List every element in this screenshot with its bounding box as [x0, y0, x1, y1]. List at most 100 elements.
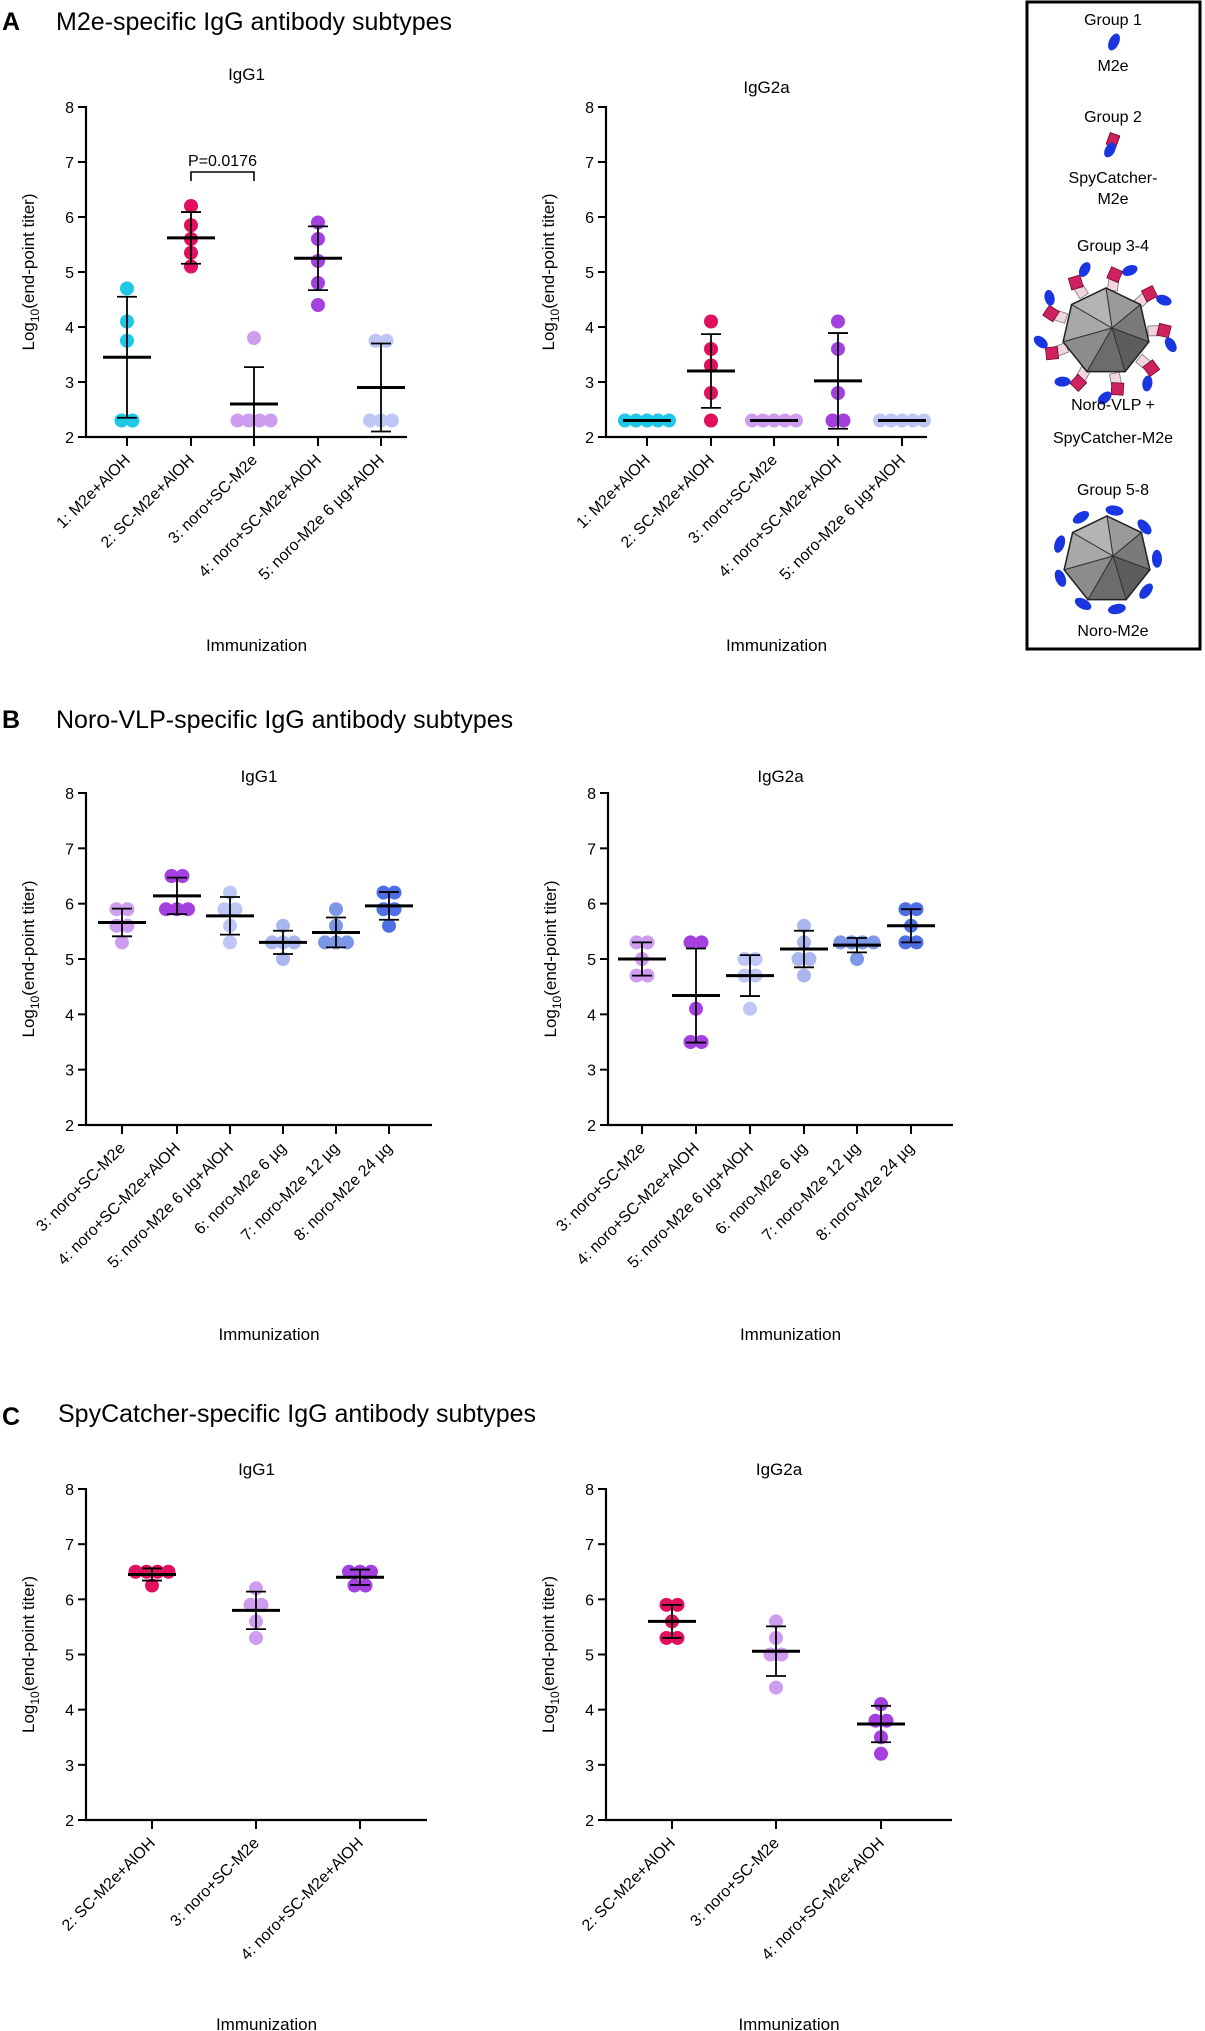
- legend-group2-title: Group 2: [1084, 109, 1142, 126]
- m2e-blob: [1105, 505, 1124, 516]
- series-5: [873, 413, 931, 428]
- y-tick-label: 8: [585, 100, 594, 117]
- noro-vlp-spycatcher-m2e-icon: [1033, 262, 1177, 405]
- panel-a-title: M2e-specific IgG antibody subtypes: [56, 8, 452, 36]
- y-tick-label: 4: [65, 1703, 74, 1720]
- y-axis-label-rest: (end-point titer): [541, 880, 560, 995]
- chart-6: IgG2a 2 3 4 5 6 7 8 Log10(end-point titer) Immuni…: [539, 1460, 952, 2031]
- significance-bracket: P=0.0176: [188, 153, 257, 181]
- legend-group2-caption-line1: SpyCatcher-: [1069, 170, 1158, 187]
- m2e-blob: [1137, 519, 1152, 535]
- series-4: [780, 918, 828, 983]
- data-point: [385, 413, 399, 428]
- data-point: [743, 1001, 757, 1016]
- y-tick-label: 4: [585, 1703, 594, 1720]
- legend-frame: [1025, 0, 1202, 651]
- spycatcher-block: [1067, 274, 1084, 291]
- series-5: [357, 333, 405, 433]
- chart-5: IgG1 2 3 4 5 6 7 8 Log10(end-point titer) Immuniz…: [19, 1460, 427, 2031]
- x-tick-label: 8: noro-M2e 24 µg: [813, 1140, 918, 1245]
- m2e-blob: [1074, 597, 1092, 611]
- data-point: [223, 935, 237, 950]
- y-tick-label: 5: [585, 1648, 594, 1665]
- m2e-blob: [1033, 335, 1048, 349]
- data-point: [797, 968, 811, 983]
- spycatcher-block: [1044, 346, 1060, 361]
- x-tick-label: 6: noro-M2e 6 µg: [712, 1140, 810, 1238]
- data-point: [704, 314, 718, 329]
- panel-c-letter: C: [2, 1403, 20, 1431]
- data-point: [825, 413, 840, 428]
- y-tick-label: 5: [65, 1648, 74, 1665]
- y-axis-label-rest: (end-point titer): [19, 193, 38, 308]
- panel-b-title: Noro-VLP-specific IgG antibody subtypes: [56, 706, 513, 734]
- series-1: [98, 902, 146, 950]
- y-axis-label: Log10(end-point titer): [19, 1576, 42, 1733]
- data-point: [694, 935, 709, 950]
- series-6: [887, 902, 935, 950]
- data-point: [769, 1680, 783, 1695]
- y-tick-label: 6: [65, 897, 74, 914]
- m2e-blob: [1078, 262, 1091, 277]
- chart-3: IgG1 2 3 4 5 6 7 8 Log10(end-point titer) Immuniz…: [19, 767, 432, 1344]
- spycatcher-block: [1142, 359, 1161, 378]
- data-point: [184, 199, 198, 213]
- x-tick-label: 6: noro-M2e 6 µg: [191, 1140, 289, 1238]
- series-2: [167, 199, 215, 274]
- series-2: [232, 1581, 280, 1645]
- data-point: [249, 1630, 263, 1645]
- data-point: [382, 918, 396, 933]
- data-point: [254, 1597, 269, 1612]
- legend-group1-title: Group 1: [1084, 12, 1142, 29]
- y-axis-label-sub: 10: [548, 1691, 562, 1705]
- y-axis-label-sub: 10: [28, 995, 42, 1009]
- y-tick-label: 4: [585, 320, 594, 337]
- legend-group1-caption: M2e: [1097, 58, 1128, 75]
- y-tick-label: 3: [585, 375, 594, 392]
- m2e-blob: [1151, 549, 1162, 568]
- data-point: [311, 298, 325, 312]
- y-tick-label: 8: [65, 786, 74, 803]
- y-tick-label: 7: [65, 155, 74, 172]
- y-axis-label-main: Log: [19, 1705, 38, 1733]
- data-point: [704, 413, 718, 428]
- data-point: [769, 1614, 783, 1629]
- series-2: [153, 869, 201, 917]
- legend: Group 1 M2e Group 2 SpyCatcher- M2e Grou…: [1025, 0, 1202, 651]
- series-4: [294, 215, 342, 312]
- x-tick-label: 5: noro-M2e 6 µg+AlOH: [777, 452, 909, 584]
- vlp-outline: [1062, 287, 1150, 373]
- p-value-label: P=0.0176: [188, 153, 257, 170]
- series-3: [726, 952, 774, 1016]
- series-1: [618, 413, 676, 428]
- data-point: [276, 918, 290, 933]
- y-tick-label: 2: [65, 430, 74, 447]
- m2e-blob: [1097, 391, 1112, 405]
- data-point: [223, 885, 237, 900]
- x-axis-label: Immunization: [740, 1325, 841, 1344]
- m2e-blob: [1122, 264, 1138, 276]
- y-tick-label: 6: [585, 210, 594, 227]
- y-tick-label: 8: [65, 1482, 74, 1499]
- y-tick-label: 4: [65, 320, 74, 337]
- y-tick-label: 4: [65, 1007, 74, 1024]
- y-axis-label-main: Log: [539, 1705, 558, 1733]
- y-tick-label: 2: [587, 1118, 596, 1135]
- y-tick-label: 6: [587, 897, 596, 914]
- y-tick-label: 7: [587, 841, 596, 858]
- y-axis-label-rest: (end-point titer): [539, 193, 558, 308]
- chart-title: IgG2a: [757, 767, 804, 786]
- x-tick-label: 5: noro-M2e 6 µg+AlOH: [256, 452, 388, 584]
- y-tick-label: 3: [65, 1758, 74, 1775]
- legend-group34-title: Group 3-4: [1077, 238, 1149, 255]
- chart-4: IgG2a 2 3 4 5 6 7 8 Log10(end-point titer) Immuni…: [541, 767, 953, 1344]
- spycatcher-block: [1069, 373, 1088, 392]
- data-point: [342, 1564, 356, 1579]
- series-6: [365, 885, 413, 933]
- x-axis-label: Immunization: [216, 2015, 317, 2031]
- series-3: [206, 885, 254, 950]
- m2e-blob: [1142, 375, 1153, 392]
- data-point: [831, 314, 845, 329]
- m2e-icon: [1108, 33, 1120, 51]
- spycatcher-m2e-icon: [1104, 132, 1121, 158]
